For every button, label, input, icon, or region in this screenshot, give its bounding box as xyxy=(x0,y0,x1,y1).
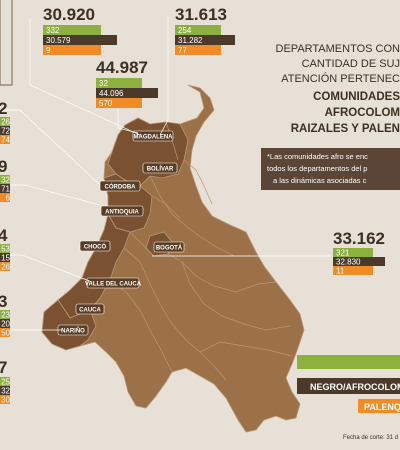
callout-value-afro-campesino: 321 xyxy=(336,249,350,258)
callout-value-afro-campesino: 254 xyxy=(178,26,192,35)
partial-value-negro: 32 xyxy=(1,387,10,396)
partial-value-afro-campesino: 23 xyxy=(1,311,10,320)
title-block: DEPARTAMENTOS CON CANTIDAD DE SUJ ATENCI… xyxy=(276,43,400,135)
partial-value-palenquero: 74 xyxy=(1,136,10,145)
label-choco: CHOCÓ xyxy=(84,243,107,251)
note-line-3: a las dinámicas asociadas c xyxy=(273,176,367,185)
callout-value-palenquero: 77 xyxy=(178,46,187,55)
callout-value-afro-campesino: 332 xyxy=(46,26,60,35)
partial-value-palenquero: 26 xyxy=(1,263,10,272)
partial-value-negro: 15 xyxy=(1,254,10,263)
partial-value-afro-campesino: 32 xyxy=(1,176,10,185)
label-antioquia: ANTIOQUIA xyxy=(105,210,139,216)
note-line-2: todos los departamentos del p xyxy=(267,164,367,173)
map-label-valle: VALLE DEL CAUCA xyxy=(85,277,142,289)
map-label-narino: NARIÑO xyxy=(57,324,89,336)
label-cauca: CAUCA xyxy=(79,308,101,314)
title-line-1: DEPARTAMENTOS CON xyxy=(276,43,400,55)
title-bold-3: RAIZALES Y PALEN xyxy=(291,123,400,135)
partial-total: 7 xyxy=(0,358,7,377)
partial-callout-5: 7 25 32 30 xyxy=(0,358,11,405)
partial-total: 9 xyxy=(0,157,7,176)
partial-value-afro-campesino: 53 xyxy=(1,245,10,254)
map-labels: MAGDALENA BOLÍVAR CÓRDOBA ANTIOQUIA CHOC… xyxy=(57,130,185,336)
callout-value-negro: 32.830 xyxy=(336,258,361,267)
frame-line xyxy=(0,0,13,86)
colombia-map xyxy=(41,84,305,433)
legend-negro-afrocolombiano: NEGRO/AFROCOLOM xyxy=(310,382,400,392)
partial-value-negro: 71 xyxy=(1,185,10,194)
callout-total: 30.920 xyxy=(43,5,95,24)
partial-callout-3: 4 53 15 26 xyxy=(0,226,11,272)
partial-callout-1: 2 26 72 74 xyxy=(0,99,11,145)
label-cordoba: CÓRDOBA xyxy=(105,183,137,191)
callout-value-negro: 31.282 xyxy=(178,36,203,45)
callout-33162: 33.162 321 32.830 11 xyxy=(333,229,385,276)
map-label-cauca: CAUCA xyxy=(75,303,105,315)
map-label-bolivar: BOLÍVAR xyxy=(142,162,178,174)
callout-30920: 30.920 332 30.579 9 xyxy=(43,5,117,55)
partial-callout-4: 3 23 20 50 xyxy=(0,292,11,338)
callout-total: 44.987 xyxy=(96,58,148,77)
callout-value-afro-campesino: 32 xyxy=(99,79,108,88)
callout-31613: 31.613 254 31.282 77 xyxy=(175,5,235,55)
note-line-1: *Las comunidades afro se enc xyxy=(267,152,368,161)
partial-value-negro: 72 xyxy=(1,127,10,136)
connector-lines xyxy=(0,16,330,331)
callout-value-negro: 44.096 xyxy=(99,89,124,98)
label-bogota: BOGOTÁ xyxy=(156,245,183,252)
partial-callout-2: 9 32 71 6 xyxy=(0,157,11,203)
title-bold-1: COMUNIDADES xyxy=(313,91,400,103)
partial-total: 3 xyxy=(0,292,7,311)
label-magdalena: MAGDALENA xyxy=(134,135,174,141)
callout-value-palenquero: 570 xyxy=(99,99,113,108)
title-line-3: ATENCIÓN PERTENEC xyxy=(281,72,400,85)
map-label-magdalena: MAGDALENA xyxy=(132,130,174,142)
footer-date: Fecha de corte: 31 d xyxy=(343,435,398,441)
partial-value-negro: 20 xyxy=(1,320,10,329)
legend: NEGRO/AFROCOLOM PALENQ xyxy=(297,355,400,413)
callout-total: 31.613 xyxy=(175,5,227,24)
label-narino: NARIÑO xyxy=(61,328,85,335)
partial-value-afro-campesino: 26 xyxy=(1,118,10,127)
partial-value-afro-campesino: 25 xyxy=(1,378,10,387)
label-bolivar: BOLÍVAR xyxy=(147,165,174,173)
title-line-2: CANTIDAD DE SUJ xyxy=(302,58,400,70)
label-valle-del-cauca: VALLE DEL CAUCA xyxy=(85,282,142,288)
partial-value-palenquero: 50 xyxy=(1,329,10,338)
note-box: *Las comunidades afro se enc todos los d… xyxy=(261,148,400,190)
title-bold-2: AFROCOLOM xyxy=(325,107,400,119)
callout-value-palenquero: 9 xyxy=(46,46,51,55)
map-label-bogota: BOGOTÁ xyxy=(153,241,185,253)
callout-44987: 44.987 32 44.096 570 xyxy=(96,58,158,108)
map-label-choco: CHOCÓ xyxy=(79,240,111,252)
partial-total: 4 xyxy=(0,226,8,245)
legend-palenquero: PALENQ xyxy=(364,402,400,412)
map-label-cordoba: CÓRDOBA xyxy=(99,180,141,192)
partial-value-palenquero: 30 xyxy=(1,396,10,405)
partial-total: 2 xyxy=(0,99,7,118)
callout-total: 33.162 xyxy=(333,229,385,248)
partial-value-palenquero: 6 xyxy=(6,194,11,203)
callout-value-negro: 30.579 xyxy=(46,36,71,45)
map-label-antioquia: ANTIOQUIA xyxy=(100,205,144,217)
callout-value-palenquero: 11 xyxy=(336,267,345,276)
